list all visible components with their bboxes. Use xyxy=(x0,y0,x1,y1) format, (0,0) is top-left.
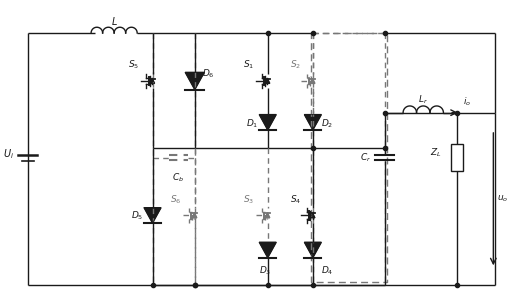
Polygon shape xyxy=(185,72,204,90)
Text: $u_o$: $u_o$ xyxy=(497,194,508,204)
Polygon shape xyxy=(265,213,270,218)
Bar xyxy=(451,144,463,171)
Text: $D_1$: $D_1$ xyxy=(246,118,258,130)
Text: $C_b$: $C_b$ xyxy=(173,171,185,184)
Text: $S_2$: $S_2$ xyxy=(290,59,301,71)
Text: $D_2$: $D_2$ xyxy=(321,118,333,130)
Text: $S_1$: $S_1$ xyxy=(243,59,254,71)
Polygon shape xyxy=(265,79,270,83)
Text: $Z_L$: $Z_L$ xyxy=(430,147,441,159)
Text: $S_3$: $S_3$ xyxy=(243,193,254,206)
Polygon shape xyxy=(150,79,155,83)
Text: L: L xyxy=(111,17,117,27)
Polygon shape xyxy=(304,115,321,130)
Text: $D_6$: $D_6$ xyxy=(202,67,215,80)
Text: $S_5$: $S_5$ xyxy=(128,59,139,71)
Polygon shape xyxy=(310,79,315,83)
Polygon shape xyxy=(259,242,276,258)
Polygon shape xyxy=(259,115,276,130)
Text: $i_o$: $i_o$ xyxy=(463,95,471,108)
Text: $S_4$: $S_4$ xyxy=(290,193,301,206)
Text: $S_6$: $S_6$ xyxy=(170,193,181,206)
Text: $L_r$: $L_r$ xyxy=(418,93,428,106)
Text: $U_i$: $U_i$ xyxy=(3,147,14,161)
Text: $D_3$: $D_3$ xyxy=(259,264,271,277)
Polygon shape xyxy=(144,208,161,223)
Text: $D_4$: $D_4$ xyxy=(321,264,333,277)
Text: $D_5$: $D_5$ xyxy=(131,209,143,222)
Polygon shape xyxy=(304,242,321,258)
Text: $C_r$: $C_r$ xyxy=(360,151,371,164)
Polygon shape xyxy=(192,213,197,218)
Polygon shape xyxy=(310,213,315,218)
